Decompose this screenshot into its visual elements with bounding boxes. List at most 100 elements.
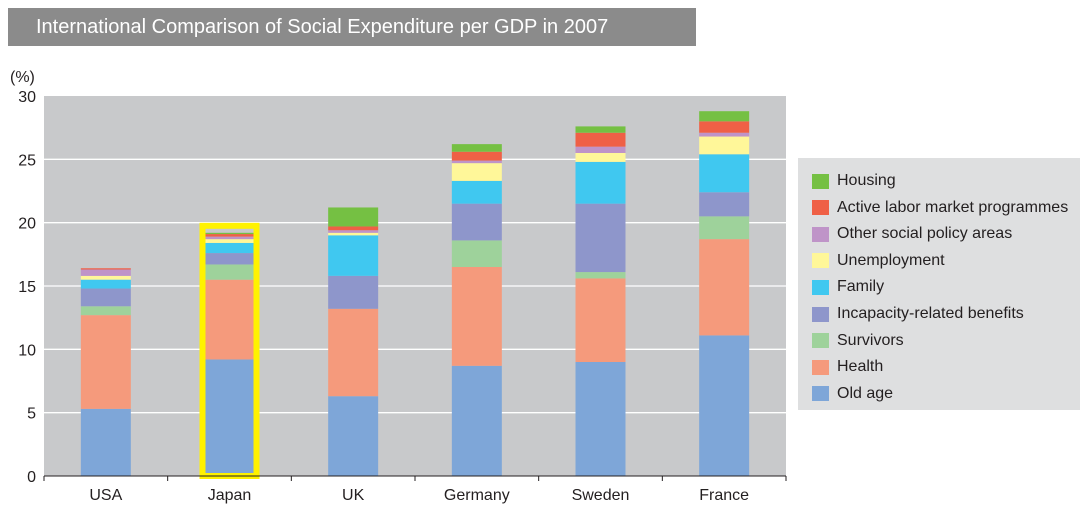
bar-segment — [328, 308, 379, 397]
bar-stack-japan — [204, 232, 255, 476]
bar-segment — [699, 136, 750, 155]
y-tick-label: 30 — [18, 89, 36, 106]
bar-stack-germany — [451, 144, 502, 476]
bar-segment — [80, 315, 131, 409]
bar-segment — [328, 207, 379, 227]
legend-item: Old age — [812, 384, 893, 404]
x-tick-label: Sweden — [572, 487, 630, 504]
bar-segment — [204, 232, 255, 235]
y-tick-label: 20 — [18, 216, 36, 233]
legend-item: Housing — [812, 171, 896, 191]
y-axis-label: (%) — [10, 69, 35, 86]
y-tick-label: 15 — [18, 279, 36, 296]
legend-label: Health — [837, 358, 884, 376]
x-tick-label: Japan — [208, 487, 252, 504]
bar-segment — [451, 151, 502, 161]
chart-title: International Comparison of Social Expen… — [8, 8, 696, 46]
legend-swatch — [812, 226, 829, 242]
bar-segment — [451, 203, 502, 241]
bar-segment — [575, 161, 626, 204]
legend-item: Active labor market programmes — [812, 198, 1068, 218]
legend-item: Other social policy areas — [812, 224, 1012, 244]
x-tick-label: France — [699, 487, 749, 504]
bar-segment — [204, 359, 255, 476]
bar-segment — [451, 365, 502, 476]
bar-segment — [451, 267, 502, 366]
bar-segment — [80, 408, 131, 476]
bar-segment — [699, 335, 750, 476]
legend-swatch — [812, 279, 829, 295]
legend-label: Incapacity-related benefits — [837, 305, 1024, 322]
bar-segment — [699, 111, 750, 122]
bar-segment — [699, 132, 750, 137]
bar-segment — [328, 396, 379, 476]
legend: Housing Active labor market programmes Oth… — [798, 158, 1080, 410]
bar-segment — [204, 279, 255, 360]
bar-segment — [451, 160, 502, 164]
x-tick-label: Germany — [444, 487, 510, 504]
legend-label: Other social policy areas — [837, 225, 1013, 243]
bar-segment — [451, 240, 502, 267]
y-tick-label: 10 — [18, 342, 36, 359]
bar-segment — [204, 242, 255, 254]
bar-segment — [575, 362, 626, 476]
legend-swatch — [812, 200, 829, 216]
bar-segment — [575, 272, 626, 279]
bar-stack-sweden — [575, 126, 626, 476]
legend-label: Unemployment — [837, 251, 945, 269]
y-tick-label: 0 — [27, 469, 36, 486]
bar-segment — [328, 232, 379, 236]
bar-segment — [699, 192, 750, 217]
legend-label: Housing — [837, 172, 896, 189]
legend-swatch — [812, 253, 829, 269]
bar-segment — [204, 236, 255, 240]
legend-label: Old age — [837, 384, 894, 402]
bar-segment — [204, 264, 255, 280]
gridlines — [44, 158, 786, 414]
axes: 0 5 10 15 20 25 30 USA Japan UK Germany Sweden Franc… — [18, 89, 787, 504]
bar-segment — [328, 235, 379, 276]
bar-segment — [699, 121, 750, 133]
legend-swatch — [812, 359, 829, 375]
bar-segment — [451, 163, 502, 181]
bar-segment — [451, 144, 502, 152]
bar-segment — [699, 239, 750, 336]
x-tick-label: USA — [89, 487, 122, 504]
legend-label: Family — [837, 278, 885, 296]
bar-segment — [80, 275, 131, 280]
bar-segment — [80, 268, 131, 270]
bar-segment — [328, 275, 379, 309]
bar-segment — [699, 154, 750, 193]
bars — [80, 111, 750, 476]
bar-segment — [204, 234, 255, 237]
y-tick-label: 5 — [27, 406, 36, 423]
bar-stack-france — [699, 111, 750, 476]
bar-segment — [328, 226, 379, 231]
bar-stack-uk — [328, 207, 379, 476]
bar-segment — [451, 180, 502, 204]
legend-label: Survivors — [837, 331, 904, 349]
legend-item: Health — [812, 357, 883, 377]
bar-segment — [575, 203, 626, 273]
bar-segment — [328, 230, 379, 233]
legend-swatch — [812, 333, 829, 349]
bar-segment — [699, 216, 750, 240]
bar-segment — [80, 279, 131, 289]
legend-swatch — [812, 386, 829, 402]
y-tick-label: 25 — [18, 152, 36, 169]
bar-segment — [575, 132, 626, 147]
legend-item: Family — [812, 277, 884, 297]
legend-swatch — [812, 173, 829, 189]
legend-swatch — [812, 306, 829, 322]
bar-segment — [575, 146, 626, 153]
bar-segment — [575, 153, 626, 162]
x-tick-label: UK — [342, 487, 365, 504]
bar-segment — [204, 239, 255, 243]
bar-segment — [80, 306, 131, 316]
bar-segment — [204, 253, 255, 265]
bar-segment — [575, 278, 626, 362]
legend-label: Active labor market programmes — [837, 198, 1069, 216]
bar-stack-usa — [80, 268, 131, 476]
bar-segment — [80, 288, 131, 307]
